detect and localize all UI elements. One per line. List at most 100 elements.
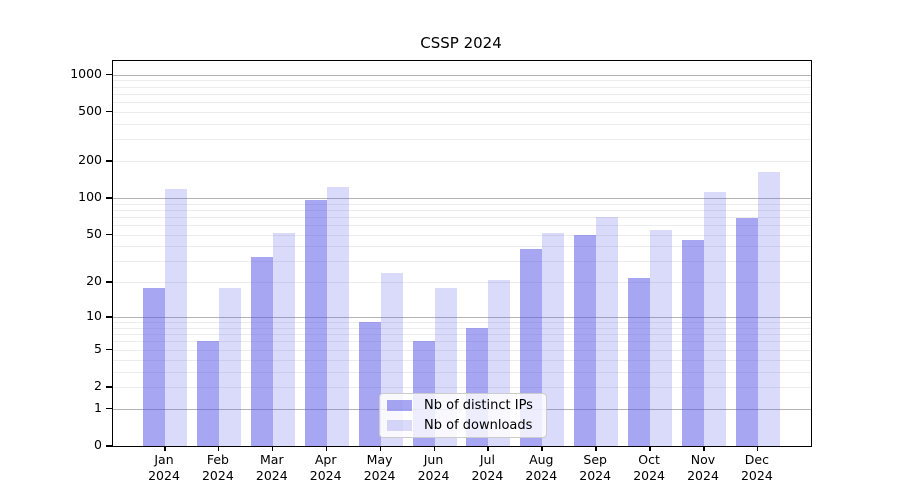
legend-item-distinct-ips: Nb of distinct IPs [380, 398, 546, 413]
bar-distinct-ips-jan [143, 287, 165, 446]
y-tick-label: 20 [86, 273, 102, 289]
y-tick [106, 407, 112, 410]
y-tick [106, 386, 112, 388]
major-gridline [113, 317, 811, 319]
bar-downloads-oct [650, 229, 673, 446]
y-tick-label: 10 [86, 308, 102, 324]
minor-gridline [113, 327, 811, 329]
minor-gridline [113, 80, 811, 82]
x-tick [325, 446, 328, 451]
x-tick-label: Jun 2024 [417, 452, 450, 483]
x-tick-label: Feb 2024 [201, 452, 234, 483]
minor-gridline [113, 102, 811, 104]
bar-distinct-ips-may [358, 322, 381, 446]
minor-gridline [113, 387, 811, 388]
major-gridline [113, 74, 811, 76]
x-tick [703, 446, 705, 451]
bar-distinct-ips-apr [304, 199, 327, 446]
minor-gridline [113, 359, 811, 361]
y-tick-label: 1000 [70, 65, 102, 81]
x-tick [541, 446, 543, 451]
y-tick-label: 5 [94, 340, 102, 356]
y-tick [106, 197, 112, 199]
bar-downloads-sep [596, 216, 619, 446]
y-tick [106, 73, 112, 76]
bar-downloads-feb [218, 287, 241, 446]
minor-gridline [113, 123, 811, 125]
x-tick-label: Oct 2024 [633, 452, 665, 483]
minor-gridline [113, 371, 811, 373]
bar-distinct-ips-mar [250, 256, 273, 446]
minor-gridline [113, 341, 811, 343]
bar-distinct-ips-dec [735, 217, 758, 446]
legend: Nb of distinct IPs Nb of downloads [379, 393, 547, 438]
bar-downloads-mar [272, 232, 295, 446]
y-tick [106, 445, 112, 447]
bar-distinct-ips-oct [628, 277, 651, 446]
x-tick [379, 446, 382, 451]
x-tick [756, 446, 759, 451]
bar-downloads-jan [165, 188, 187, 446]
y-tick [106, 160, 112, 162]
x-tick [433, 446, 435, 451]
bar-downloads-apr [326, 187, 349, 446]
minor-gridline [113, 216, 811, 218]
legend-swatch-downloads [387, 419, 412, 431]
x-tick-label: Dec 2024 [740, 452, 773, 483]
bar-distinct-ips-nov [682, 240, 704, 446]
y-tick [106, 316, 112, 318]
legend-item-downloads: Nb of downloads [380, 418, 546, 433]
y-tick-label: 200 [78, 152, 102, 167]
x-tick-label: Mar 2024 [255, 452, 288, 483]
legend-swatch-distinct-ips [387, 400, 412, 412]
bar-downloads-nov [704, 191, 726, 446]
x-tick-label: Sep 2024 [579, 452, 612, 483]
x-tick [271, 446, 274, 451]
minor-gridline [113, 246, 811, 248]
legend-label-distinct-ips: Nb of distinct IPs [424, 398, 533, 414]
y-tick-label: 0 [94, 437, 102, 452]
x-tick [487, 446, 489, 451]
y-tick-label: 1 [94, 399, 102, 415]
minor-gridline [113, 261, 811, 263]
legend-label-downloads: Nb of downloads [424, 417, 533, 433]
x-tick [217, 446, 220, 451]
y-tick-label: 50 [86, 225, 102, 241]
minor-gridline [113, 161, 811, 162]
chart-title: CSSP 2024 [420, 34, 502, 52]
minor-gridline [113, 349, 811, 351]
bar-distinct-ips-sep [574, 234, 597, 446]
y-tick-label: 100 [78, 189, 102, 204]
x-tick [595, 446, 597, 451]
x-tick-label: Apr 2024 [309, 452, 342, 483]
minor-gridline [113, 86, 811, 88]
x-tick-label: Nov 2024 [687, 452, 719, 483]
y-tick [106, 348, 112, 351]
y-tick [106, 281, 112, 283]
y-tick [106, 110, 112, 113]
x-tick-label: Aug 2024 [525, 452, 558, 483]
minor-gridline [113, 322, 811, 324]
minor-gridline [113, 225, 811, 227]
y-tick-label: 2 [94, 378, 102, 393]
minor-gridline [113, 282, 811, 284]
x-tick-label: Jul 2024 [471, 452, 504, 483]
bar-downloads-dec [757, 171, 780, 446]
bar-distinct-ips-feb [196, 341, 219, 446]
x-tick [164, 446, 166, 451]
x-tick-label: Jan 2024 [148, 452, 180, 483]
minor-gridline [113, 234, 811, 236]
minor-gridline [113, 93, 811, 95]
minor-gridline [113, 334, 811, 336]
minor-gridline [113, 203, 811, 205]
minor-gridline [113, 209, 811, 211]
minor-gridline [113, 111, 811, 113]
x-tick-label: May 2024 [363, 452, 396, 483]
x-tick [649, 446, 651, 451]
y-tick-label: 500 [78, 102, 102, 118]
bar-downloads-aug [542, 232, 565, 446]
minor-gridline [113, 139, 811, 141]
major-gridline [113, 198, 811, 199]
plot-area [112, 60, 812, 447]
